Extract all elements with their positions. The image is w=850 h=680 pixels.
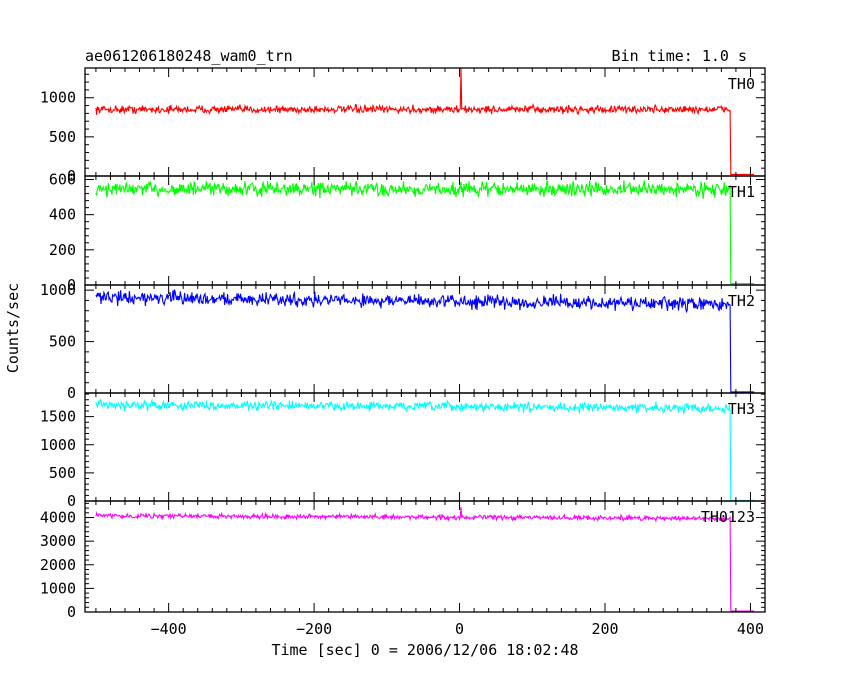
x-tick-label: −400 xyxy=(151,620,187,638)
y-tick-label: 500 xyxy=(49,333,76,351)
panel-label: TH0123 xyxy=(701,508,755,526)
y-tick-label: 1000 xyxy=(40,436,76,454)
y-tick-label: 3000 xyxy=(40,532,76,550)
bin-time-label: Bin time: 1.0 s xyxy=(612,47,747,65)
y-tick-label: 500 xyxy=(49,128,76,146)
y-axis-label: Counts/sec xyxy=(4,283,22,373)
y-tick-label: 500 xyxy=(49,464,76,482)
panel-frame xyxy=(84,392,766,502)
panel-label: TH2 xyxy=(728,292,755,310)
y-tick-label: 0 xyxy=(67,167,76,185)
y-tick-label: 200 xyxy=(49,241,76,259)
x-tick-label: 200 xyxy=(591,620,618,638)
series-line-th2 xyxy=(95,289,755,393)
panel-th0: 0 500 1000 TH0 xyxy=(40,67,766,185)
chart-title: ae061206180248_wam0_trn xyxy=(85,47,293,65)
y-tick-label: 0 xyxy=(67,276,76,294)
y-tick-label: 1000 xyxy=(40,281,76,299)
series-line-th0 xyxy=(95,67,755,175)
y-tick-label: 0 xyxy=(67,492,76,510)
y-tick-label: 0 xyxy=(67,384,76,402)
panel-frame xyxy=(84,67,766,177)
x-axis-label: Time [sec] 0 = 2006/12/06 18:02:48 xyxy=(271,641,578,659)
panels-group: 0 500 1000 TH0 0 200 400 600 TH1 0 500 1000 TH2 0 500 1… xyxy=(40,67,766,638)
panel-th0123: 0 1000 2000 3000 4000 TH0123 xyxy=(40,500,766,621)
panel-label: TH0 xyxy=(728,75,755,93)
panel-frame xyxy=(84,500,766,613)
y-tick-label: 600 xyxy=(49,171,76,189)
series-line-th0123 xyxy=(95,506,755,612)
series-line-th1 xyxy=(95,180,755,285)
x-tick-label: −200 xyxy=(296,620,332,638)
y-tick-label: 400 xyxy=(49,206,76,224)
y-tick-label: 4000 xyxy=(40,509,76,527)
panel-label: TH3 xyxy=(728,400,755,418)
series-line-th3 xyxy=(95,398,755,501)
panel-th2: 0 500 1000 TH2 xyxy=(40,281,766,402)
y-tick-label: 1000 xyxy=(40,89,76,107)
x-tick-label: 400 xyxy=(737,620,764,638)
y-tick-label: 1500 xyxy=(40,408,76,426)
y-tick-label: 2000 xyxy=(40,556,76,574)
y-tick-label: 1000 xyxy=(40,579,76,597)
y-tick-label: 0 xyxy=(67,603,76,621)
panel-th1: 0 200 400 600 TH1 xyxy=(49,171,766,294)
panel-th3: 0 500 1000 1500 TH3 xyxy=(40,392,766,510)
x-tick-label: 0 xyxy=(455,620,464,638)
panel-label: TH1 xyxy=(728,183,755,201)
